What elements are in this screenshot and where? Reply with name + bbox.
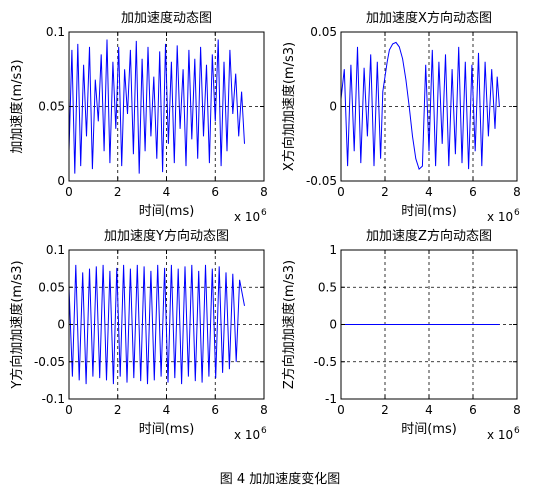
x-tick-label: 6 xyxy=(211,185,219,199)
y-tick-label: 0.05 xyxy=(38,280,65,294)
x-tick-label: 8 xyxy=(260,403,268,417)
y-tick-label: 0.5 xyxy=(318,280,337,294)
y-tick-label: 0 xyxy=(329,100,337,114)
y-tick-label: 0 xyxy=(57,318,65,332)
x-tick-label: 0 xyxy=(65,403,73,417)
y-tick-label: 0.05 xyxy=(310,25,337,39)
chart-title: 加加速度Z方向动态图 xyxy=(366,228,492,244)
y-axis-label: X方向加加速度(m/s3) xyxy=(281,42,297,171)
series-line-1 xyxy=(68,264,245,385)
x-axis-label: 时间(ms) xyxy=(139,204,195,219)
y-tick-label: -1 xyxy=(325,392,337,406)
y-tick-label: 0 xyxy=(57,174,65,188)
y-tick-label: 1 xyxy=(329,243,337,257)
x-tick-label: 0 xyxy=(337,185,345,199)
y-axis-label: Z方向加加速度(m/s3) xyxy=(281,260,297,389)
x-tick-label: 0 xyxy=(337,403,345,417)
x-tick-label: 6 xyxy=(469,185,477,199)
x-multiplier-label: x 10 xyxy=(234,210,260,224)
x-multiplier-label: x 10 xyxy=(487,428,513,442)
series-line-1 xyxy=(68,39,245,174)
x-multiplier-exponent: 6 xyxy=(261,426,267,436)
chart-title: 加加速度X方向动态图 xyxy=(366,10,492,26)
x-multiplier-label: x 10 xyxy=(487,210,513,224)
x-tick-label: 0 xyxy=(65,185,73,199)
x-tick-label: 8 xyxy=(513,403,521,417)
x-multiplier-label: x 10 xyxy=(234,428,260,442)
x-axis-label: 时间(ms) xyxy=(139,422,195,437)
x-tick-label: 2 xyxy=(381,403,389,417)
x-tick-label: 2 xyxy=(114,185,122,199)
x-tick-label: 4 xyxy=(425,403,433,417)
x-axis-label: 时间(ms) xyxy=(401,204,457,219)
figure-caption: 图 4 加加速度变化图 xyxy=(219,472,341,487)
x-multiplier-exponent: 6 xyxy=(514,426,520,436)
y-tick-label: 0.1 xyxy=(46,25,65,39)
y-tick-label: 0.05 xyxy=(38,100,65,114)
y-tick-label: -0.05 xyxy=(306,174,337,188)
x-multiplier-exponent: 6 xyxy=(261,208,267,218)
x-multiplier-exponent: 6 xyxy=(514,208,520,218)
y-tick-label: 0 xyxy=(329,318,337,332)
chart-title: 加加速度动态图 xyxy=(121,10,212,26)
x-tick-label: 6 xyxy=(211,403,219,417)
x-tick-label: 4 xyxy=(163,403,171,417)
y-tick-label: 0.1 xyxy=(46,243,65,257)
x-tick-label: 8 xyxy=(260,185,268,199)
x-tick-label: 8 xyxy=(513,185,521,199)
x-axis-label: 时间(ms) xyxy=(401,422,457,437)
x-tick-label: 2 xyxy=(381,185,389,199)
y-axis-label: Y方向加加速度(m/s3) xyxy=(9,260,25,389)
y-tick-label: -0.5 xyxy=(314,355,337,369)
x-tick-label: 2 xyxy=(114,403,122,417)
series-line-1 xyxy=(340,41,500,170)
x-tick-label: 4 xyxy=(425,185,433,199)
y-tick-label: -0.05 xyxy=(34,355,65,369)
chart-title: 加加速度Y方向动态图 xyxy=(104,228,229,244)
x-tick-label: 4 xyxy=(163,185,171,199)
x-tick-label: 6 xyxy=(469,403,477,417)
y-axis-label: 加加速度(m/s3) xyxy=(9,59,25,153)
y-tick-label: -0.1 xyxy=(42,392,65,406)
